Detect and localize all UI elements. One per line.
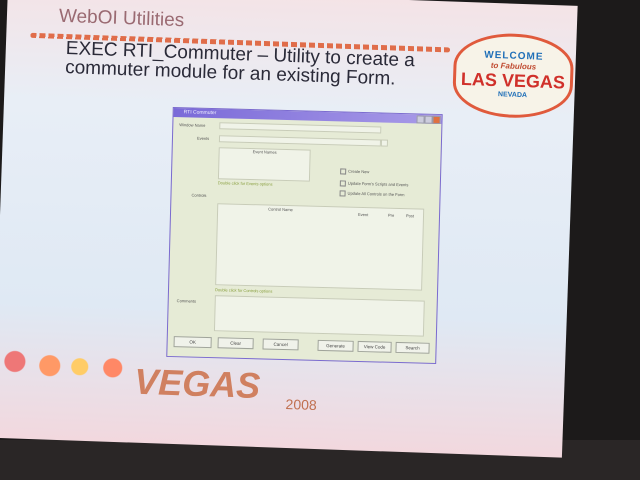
ok-button[interactable]: OK [173,336,212,349]
events-label: Events [196,135,210,141]
dialog-title: RTI Commuter [183,109,217,117]
events-hint: Double click for Events options [217,180,273,187]
checkbox-label: Update All Controls on the Form [347,190,405,198]
close-icon[interactable] [432,115,441,125]
controls-label: Controls [191,192,207,198]
controls-hint: Double click for Controls options [214,287,273,294]
clear-button[interactable]: Clear [217,337,254,350]
events-input[interactable] [218,135,382,147]
generate-button[interactable]: Generate [317,339,354,352]
checkbox-label: Create New [348,168,370,175]
slide-title: WebOI Utilities [58,5,185,32]
checkbox-label: Update Form's Scripts and Events [347,180,409,188]
comments-textarea[interactable] [213,295,425,337]
checkbox-update-scripts[interactable]: Update Form's Scripts and Events [339,180,409,188]
events-browse-button[interactable] [380,139,389,147]
event-names-header: Event Names [252,149,277,155]
cancel-button[interactable]: Cancel [262,338,299,351]
rti-commuter-dialog: RTI Commuter Window Name Events Event Na… [166,107,443,364]
footer-vegas: VEGAS [133,360,261,407]
maximize-icon[interactable] [424,115,433,124]
view-code-button[interactable]: View Code [357,340,392,353]
column-control-name: Control Name [268,206,293,213]
checkbox-create-new[interactable]: Create New [340,168,369,175]
dialog-titlebar: RTI Commuter [173,108,442,125]
logo-las-vegas: LAS VEGAS [460,68,566,93]
palm-tree-decoration [0,345,136,401]
comments-label: Comments [176,298,197,304]
checkbox-update-controls[interactable]: Update All Controls on the Form [339,190,405,198]
event-names-list[interactable]: Event Names [217,147,311,182]
footer-year: 2008 [285,395,317,414]
minimize-icon[interactable] [416,115,425,124]
controls-table[interactable]: Control Name Event Pre Post [215,203,425,291]
column-event: Event [357,211,369,218]
window-name-input[interactable] [219,122,382,134]
search-button[interactable]: Search [395,341,430,354]
las-vegas-sign-logo: WELCOME to Fabulous LAS VEGAS NEVADA [451,31,575,120]
projected-slide: WebOI Utilities EXEC RTI_Commuter – Util… [0,0,578,458]
column-pre: Pre [387,212,395,218]
window-name-label: Window Name [179,122,206,128]
column-post: Post [405,213,415,219]
